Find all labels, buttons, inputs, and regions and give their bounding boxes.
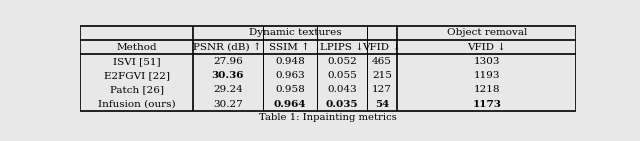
Text: 0.035: 0.035 <box>326 100 358 109</box>
Text: 1193: 1193 <box>474 71 500 80</box>
Text: 0.964: 0.964 <box>273 100 306 109</box>
Text: 1218: 1218 <box>474 85 500 94</box>
Text: VFID ↓: VFID ↓ <box>363 43 401 52</box>
Text: 0.043: 0.043 <box>327 85 356 94</box>
Text: Dynamic textures: Dynamic textures <box>249 28 342 37</box>
Text: 1173: 1173 <box>472 100 501 109</box>
Text: 0.055: 0.055 <box>327 71 356 80</box>
Text: PSNR (dB) ↑: PSNR (dB) ↑ <box>193 43 262 52</box>
Text: 0.963: 0.963 <box>275 71 305 80</box>
Text: SSIM ↑: SSIM ↑ <box>269 43 310 52</box>
Text: 30.27: 30.27 <box>213 100 243 109</box>
Text: 27.96: 27.96 <box>213 57 243 66</box>
Text: 215: 215 <box>372 71 392 80</box>
Text: 0.948: 0.948 <box>275 57 305 66</box>
Text: 29.24: 29.24 <box>213 85 243 94</box>
Text: E2FGVI [22]: E2FGVI [22] <box>104 71 170 80</box>
Text: Infusion (ours): Infusion (ours) <box>98 100 175 109</box>
Text: Table 1: Inpainting metrics: Table 1: Inpainting metrics <box>259 113 397 122</box>
Text: Patch [26]: Patch [26] <box>109 85 164 94</box>
Text: 1303: 1303 <box>474 57 500 66</box>
Text: 465: 465 <box>372 57 392 66</box>
Text: ISVI [51]: ISVI [51] <box>113 57 161 66</box>
Text: 30.36: 30.36 <box>212 71 244 80</box>
Text: 54: 54 <box>375 100 389 109</box>
Text: 0.052: 0.052 <box>327 57 356 66</box>
Text: 127: 127 <box>372 85 392 94</box>
Text: LPIPS ↓: LPIPS ↓ <box>320 43 364 52</box>
Text: VFID ↓: VFID ↓ <box>467 43 506 52</box>
Text: 0.958: 0.958 <box>275 85 305 94</box>
Text: Object removal: Object removal <box>447 28 527 37</box>
Text: Method: Method <box>116 43 157 52</box>
